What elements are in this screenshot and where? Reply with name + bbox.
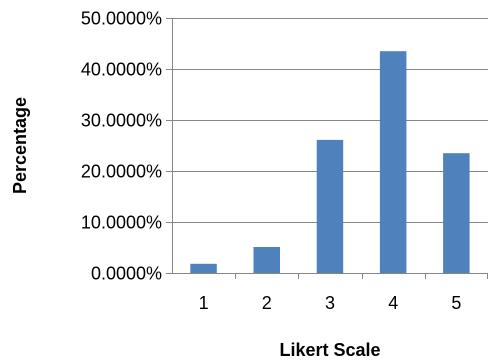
y-tick-label: 10.0000%	[81, 213, 162, 233]
x-axis-title: Likert Scale	[279, 340, 380, 360]
x-tick-label: 4	[388, 293, 398, 313]
x-tick-label: 5	[451, 293, 461, 313]
x-tick-labels: 1 2 3 4 5	[199, 293, 462, 313]
y-tick-label: 30.0000%	[81, 111, 162, 131]
y-tick-label: 40.0000%	[81, 60, 162, 80]
bar-2	[253, 247, 280, 273]
bar-3	[316, 139, 344, 273]
axes	[166, 18, 488, 279]
y-tick-label: 0.0000%	[91, 264, 162, 284]
x-tick-label: 2	[262, 293, 272, 313]
x-tick-label: 1	[199, 293, 209, 313]
bars	[190, 51, 470, 274]
bar-4	[379, 51, 407, 274]
y-tick-label: 50.0000%	[81, 9, 162, 29]
bar-5	[443, 153, 470, 273]
y-axis-title: Percentage	[10, 97, 30, 194]
y-tick-label: 20.0000%	[81, 162, 162, 182]
gridlines	[172, 18, 488, 223]
x-tick-label: 3	[325, 293, 335, 313]
y-tick-labels: 0.0000% 10.0000% 20.0000% 30.0000% 40.0000% 5…	[81, 9, 162, 284]
bar-1	[190, 263, 217, 273]
